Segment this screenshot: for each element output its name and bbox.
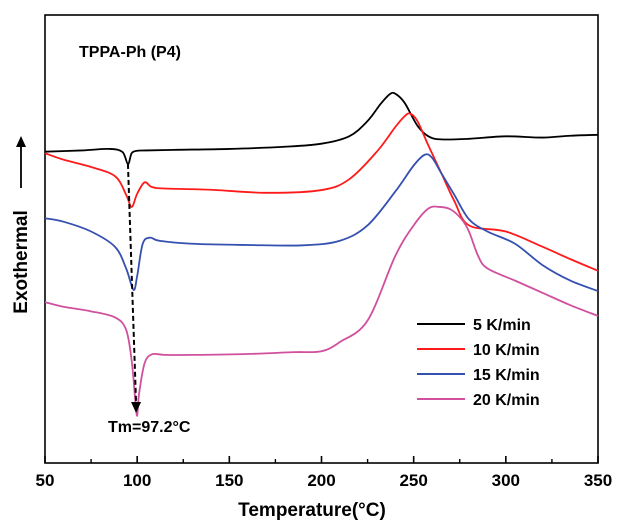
x-tick-label-250: 250 — [399, 471, 427, 490]
x-axis-tick-labels: 50 100 150 200 250 300 350 — [36, 471, 613, 490]
series-line-1 — [44, 91, 599, 165]
tm-arrowhead — [131, 402, 142, 413]
series-line-4 — [44, 205, 599, 417]
x-tick-label-350: 350 — [584, 471, 612, 490]
legend-label-2: 10 K/min — [473, 342, 540, 359]
x-tick-label-150: 150 — [215, 471, 243, 490]
x-tick-label-300: 300 — [492, 471, 520, 490]
x-tick-label-50: 50 — [36, 471, 55, 490]
chart-title: TPPA-Ph (P4) — [79, 44, 181, 61]
legend-label-3: 15 K/min — [473, 367, 540, 384]
x-axis-title: Temperature(°C) — [238, 500, 386, 521]
legend-label-4: 20 K/min — [473, 392, 540, 409]
x-axis-ticks — [44, 456, 599, 463]
y-axis-title-group: Exothermal — [11, 136, 32, 314]
series-lines — [44, 91, 599, 417]
series-line-3 — [44, 153, 599, 292]
y-axis-arrowhead — [16, 136, 26, 147]
tm-annotation: Tm=97.2°C — [108, 419, 191, 436]
x-tick-label-200: 200 — [307, 471, 335, 490]
y-axis-title: Exothermal — [11, 210, 32, 313]
legend: 5 K/min 10 K/min 15 K/min 20 K/min — [417, 317, 540, 409]
x-tick-label-100: 100 — [123, 471, 151, 490]
legend-label-1: 5 K/min — [473, 317, 531, 334]
